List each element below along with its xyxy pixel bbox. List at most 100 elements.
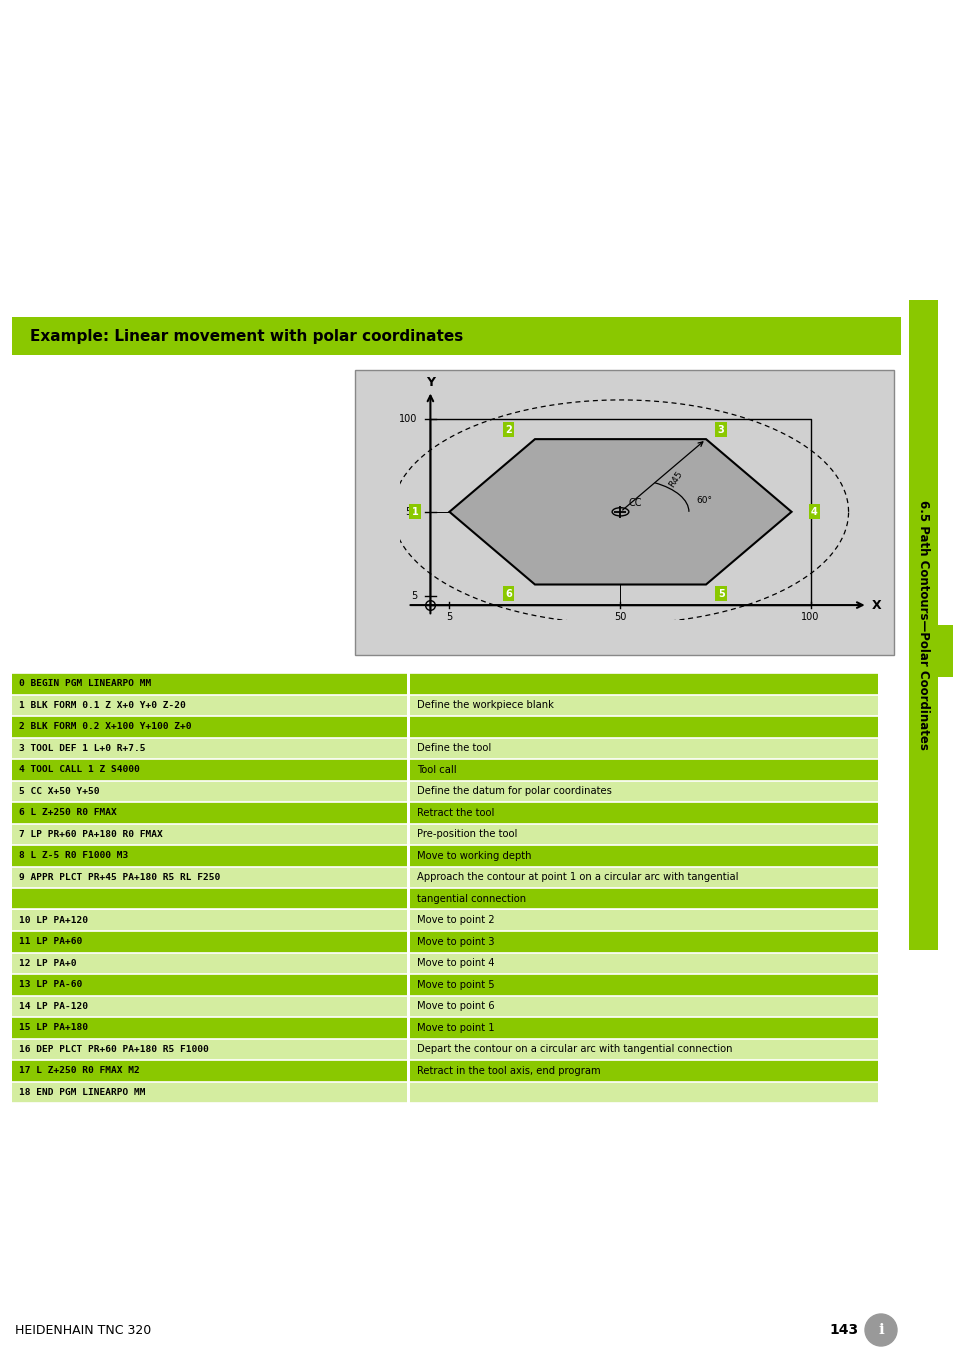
Text: 60°: 60°: [696, 496, 712, 506]
Text: HEIDENHAIN TNC 320: HEIDENHAIN TNC 320: [15, 1324, 152, 1336]
Text: Tool call: Tool call: [416, 764, 456, 775]
Bar: [410, 1060, 877, 1081]
Text: 13 LP PA-60: 13 LP PA-60: [19, 980, 82, 989]
Bar: [12, 780, 407, 802]
Text: Retract in the tool axis, end program: Retract in the tool axis, end program: [416, 1066, 599, 1076]
Bar: [12, 737, 407, 759]
Bar: [410, 737, 877, 759]
Text: 15 LP PA+180: 15 LP PA+180: [19, 1023, 88, 1033]
Text: 1: 1: [412, 507, 418, 516]
Bar: [12, 888, 407, 910]
Circle shape: [864, 1314, 896, 1347]
Bar: [12, 802, 407, 824]
Text: 9 APPR PLCT PR+45 PA+180 R5 RL F250: 9 APPR PLCT PR+45 PA+180 R5 RL F250: [19, 872, 220, 882]
Bar: [12, 910, 407, 931]
Text: Retract the tool: Retract the tool: [416, 807, 494, 818]
Text: 3: 3: [717, 425, 724, 435]
Bar: [355, 369, 893, 655]
Bar: [410, 953, 877, 975]
Text: R45: R45: [666, 469, 683, 489]
Bar: [410, 931, 877, 953]
Bar: [12, 845, 407, 867]
Text: Y: Y: [425, 376, 435, 388]
Text: Define the tool: Define the tool: [416, 743, 491, 754]
Text: Depart the contour on a circular arc with tangential connection: Depart the contour on a circular arc wit…: [416, 1045, 732, 1054]
Text: 143: 143: [828, 1322, 858, 1337]
Text: Define the workpiece blank: Define the workpiece blank: [416, 700, 553, 710]
Text: 10 LP PA+120: 10 LP PA+120: [19, 915, 88, 925]
Bar: [937, 625, 953, 677]
Text: 14 LP PA-120: 14 LP PA-120: [19, 1002, 88, 1011]
Bar: [410, 975, 877, 996]
Text: 7 LP PR+60 PA+180 R0 FMAX: 7 LP PR+60 PA+180 R0 FMAX: [19, 830, 163, 838]
Text: Approach the contour at point 1 on a circular arc with tangential: Approach the contour at point 1 on a cir…: [416, 872, 738, 882]
Text: 5: 5: [411, 590, 416, 601]
Bar: [908, 301, 937, 950]
Bar: [410, 780, 877, 802]
Bar: [12, 996, 407, 1016]
Text: Move to point 5: Move to point 5: [416, 980, 494, 989]
Bar: [410, 694, 877, 716]
Bar: [12, 317, 900, 355]
Text: 0 BEGIN PGM LINEARPO MM: 0 BEGIN PGM LINEARPO MM: [19, 679, 152, 689]
Text: 2 BLK FORM 0.2 X+100 Y+100 Z+0: 2 BLK FORM 0.2 X+100 Y+100 Z+0: [19, 723, 192, 731]
Text: Move to point 6: Move to point 6: [416, 1002, 494, 1011]
Bar: [12, 673, 407, 694]
Text: 16 DEP PLCT PR+60 PA+180 R5 F1000: 16 DEP PLCT PR+60 PA+180 R5 F1000: [19, 1045, 209, 1054]
Text: 4: 4: [810, 507, 817, 516]
Text: Move to point 3: Move to point 3: [416, 937, 494, 946]
Text: Define the datum for polar coordinates: Define the datum for polar coordinates: [416, 786, 611, 797]
Bar: [410, 802, 877, 824]
Bar: [410, 996, 877, 1016]
Text: 6 L Z+250 R0 FMAX: 6 L Z+250 R0 FMAX: [19, 809, 116, 817]
Text: 50: 50: [614, 612, 626, 621]
Bar: [410, 824, 877, 845]
Text: 3 TOOL DEF 1 L+0 R+7.5: 3 TOOL DEF 1 L+0 R+7.5: [19, 744, 146, 752]
Bar: [410, 867, 877, 888]
Text: Move to point 1: Move to point 1: [416, 1023, 494, 1033]
Bar: [12, 1016, 407, 1038]
Text: Move to point 2: Move to point 2: [416, 915, 494, 925]
Bar: [410, 1038, 877, 1060]
Text: 1 BLK FORM 0.1 Z X+0 Y+0 Z-20: 1 BLK FORM 0.1 Z X+0 Y+0 Z-20: [19, 701, 186, 710]
Bar: [410, 1016, 877, 1038]
Text: 12 LP PA+0: 12 LP PA+0: [19, 958, 76, 968]
Bar: [12, 694, 407, 716]
Bar: [410, 888, 877, 910]
Bar: [12, 824, 407, 845]
Text: 6: 6: [504, 589, 511, 599]
Bar: [12, 1081, 407, 1103]
Bar: [12, 759, 407, 780]
Bar: [410, 716, 877, 737]
Bar: [410, 1081, 877, 1103]
Text: 5: 5: [446, 612, 452, 621]
Bar: [12, 1060, 407, 1081]
Text: 100: 100: [398, 414, 416, 423]
Bar: [410, 759, 877, 780]
Text: Pre-position the tool: Pre-position the tool: [416, 829, 517, 840]
Polygon shape: [449, 439, 791, 585]
Bar: [12, 931, 407, 953]
Text: X: X: [870, 599, 881, 612]
Text: 17 L Z+250 R0 FMAX M2: 17 L Z+250 R0 FMAX M2: [19, 1066, 139, 1076]
Text: 4 TOOL CALL 1 Z S4000: 4 TOOL CALL 1 Z S4000: [19, 766, 139, 774]
Text: 8 L Z-5 R0 F1000 M3: 8 L Z-5 R0 F1000 M3: [19, 851, 128, 860]
Text: CC: CC: [627, 499, 641, 508]
Text: 6.5 Path Contours—Polar Coordinates: 6.5 Path Contours—Polar Coordinates: [916, 500, 929, 749]
Bar: [12, 716, 407, 737]
Bar: [410, 673, 877, 694]
Text: 11 LP PA+60: 11 LP PA+60: [19, 937, 82, 946]
Text: 2: 2: [504, 425, 511, 435]
Text: i: i: [877, 1322, 882, 1337]
Bar: [410, 845, 877, 867]
Text: 5: 5: [717, 589, 724, 599]
Bar: [12, 1038, 407, 1060]
Bar: [410, 910, 877, 931]
Text: 18 END PGM LINEARPO MM: 18 END PGM LINEARPO MM: [19, 1088, 146, 1097]
Text: Move to point 4: Move to point 4: [416, 958, 494, 968]
Text: 50: 50: [404, 507, 416, 516]
Text: Move to working depth: Move to working depth: [416, 851, 531, 861]
Text: 5 CC X+50 Y+50: 5 CC X+50 Y+50: [19, 787, 99, 795]
Bar: [12, 953, 407, 975]
Text: 100: 100: [801, 612, 819, 621]
